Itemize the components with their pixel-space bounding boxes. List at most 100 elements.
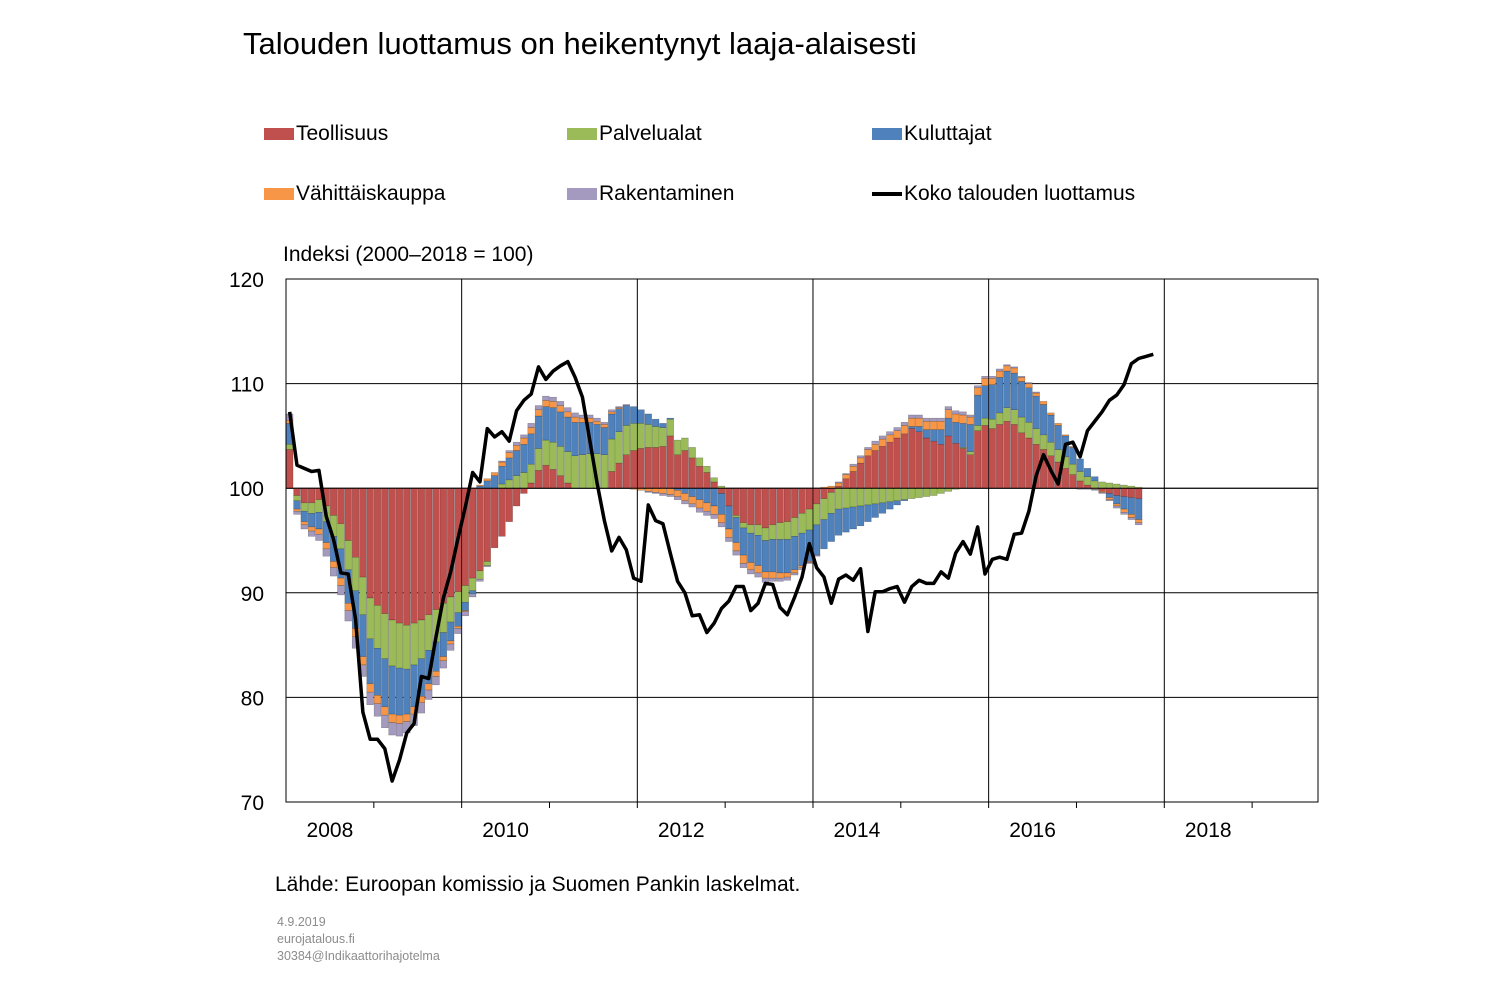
chart-title: Talouden luottamus on heikentynyt laaja-… [243,26,917,61]
bar-segment [1105,493,1114,498]
bar-segment [308,487,316,504]
bar-segment [286,449,294,489]
legend-item-koko-talous: Koko talouden luottamus [872,182,1135,206]
bar-segment [461,601,469,611]
bar-segment [922,417,931,422]
bar-segment [849,465,857,472]
legend-label: Teollisuus [296,122,389,145]
bar-segment [783,539,791,574]
bar-segment [329,567,338,577]
bar-segment [469,593,477,598]
bar-segment [805,562,813,564]
bar-segment [337,523,345,550]
bar-segment [952,442,960,489]
bar-segment [856,505,865,527]
bar-segment [534,409,543,417]
bar-segment [717,514,726,523]
bar-segment [930,421,938,430]
bar-segment [842,507,850,533]
bar-segment [732,487,740,516]
bar-segment [959,448,967,489]
bar-segment [1098,481,1106,489]
bar-segment [966,414,974,418]
bar-segment [425,689,433,700]
bar-segment [549,441,557,470]
bar-segment [878,446,887,489]
bar-segment [930,440,938,489]
bar-segment [549,469,557,489]
bar-segment [600,454,608,489]
legend-line [872,192,902,196]
bar-segment [820,498,828,520]
bar-segment [1017,432,1026,489]
bar-segment [1113,487,1121,496]
bar-segment [454,628,462,634]
bar-segment [366,638,374,685]
bar-segment [981,417,989,426]
bar-segment [652,447,660,489]
bar-segment [834,487,843,510]
bar-segment [1113,483,1121,489]
bar-segment [293,500,301,510]
bar-segment [1047,441,1055,457]
bar-segment [395,667,404,716]
bar-segment [403,487,411,626]
bar-segment [1120,508,1128,513]
bar-segment [315,499,323,513]
bar-segment [944,435,952,489]
bar-segment [359,576,367,616]
bar-segment [1091,476,1099,482]
bar-segment [351,487,360,558]
bar-segment [893,500,901,506]
bar-segment [534,448,543,471]
bar-segment [1135,519,1143,523]
bar-segment [695,507,704,513]
bar-segment [688,503,696,508]
bar-segment [417,487,426,621]
bar-segment [308,530,316,537]
bar-segment [659,493,667,496]
bar-segment [359,487,367,578]
bar-segment [505,487,513,522]
bar-segment [681,437,689,451]
bar-segment [900,433,909,489]
bar-segment [395,723,404,737]
bar-segment [1113,503,1121,507]
bar-segment [1025,422,1033,439]
bar-segment [1003,364,1011,367]
bar-segment [469,487,477,579]
bar-segment [981,376,989,379]
bar-segment [666,487,674,495]
bar-segment [527,433,535,465]
bar-segment [300,487,308,504]
bar-segment [659,427,667,447]
bar-segment [783,487,791,522]
bar-segment [447,596,455,623]
bar-segment [710,481,718,489]
legend-label: Palvelualat [599,122,702,145]
bar-segment [717,522,726,528]
bar-segment [864,449,872,457]
bar-segment [337,487,345,525]
legend-item-kuluttajat: Kuluttajat [872,122,992,146]
bar-segment [937,417,945,422]
bar-segment [1017,416,1026,434]
bar-segment [864,455,872,489]
bar-segment [1083,468,1092,477]
bar-segment [747,532,755,563]
bar-segment [849,463,857,467]
bar-segment [717,493,726,515]
bar-segment [893,487,901,502]
bar-segment [388,619,396,667]
bar-segment [783,576,791,581]
bar-segment [944,406,952,410]
bar-segment [556,446,565,476]
bar-segment [527,427,535,435]
bar-segment [1010,366,1018,369]
bar-segment [571,455,579,489]
bar-segment [337,577,345,586]
bar-segment [981,378,989,386]
bar-segment [703,502,711,512]
bar-segment [666,417,674,420]
bar-segment [571,422,579,457]
